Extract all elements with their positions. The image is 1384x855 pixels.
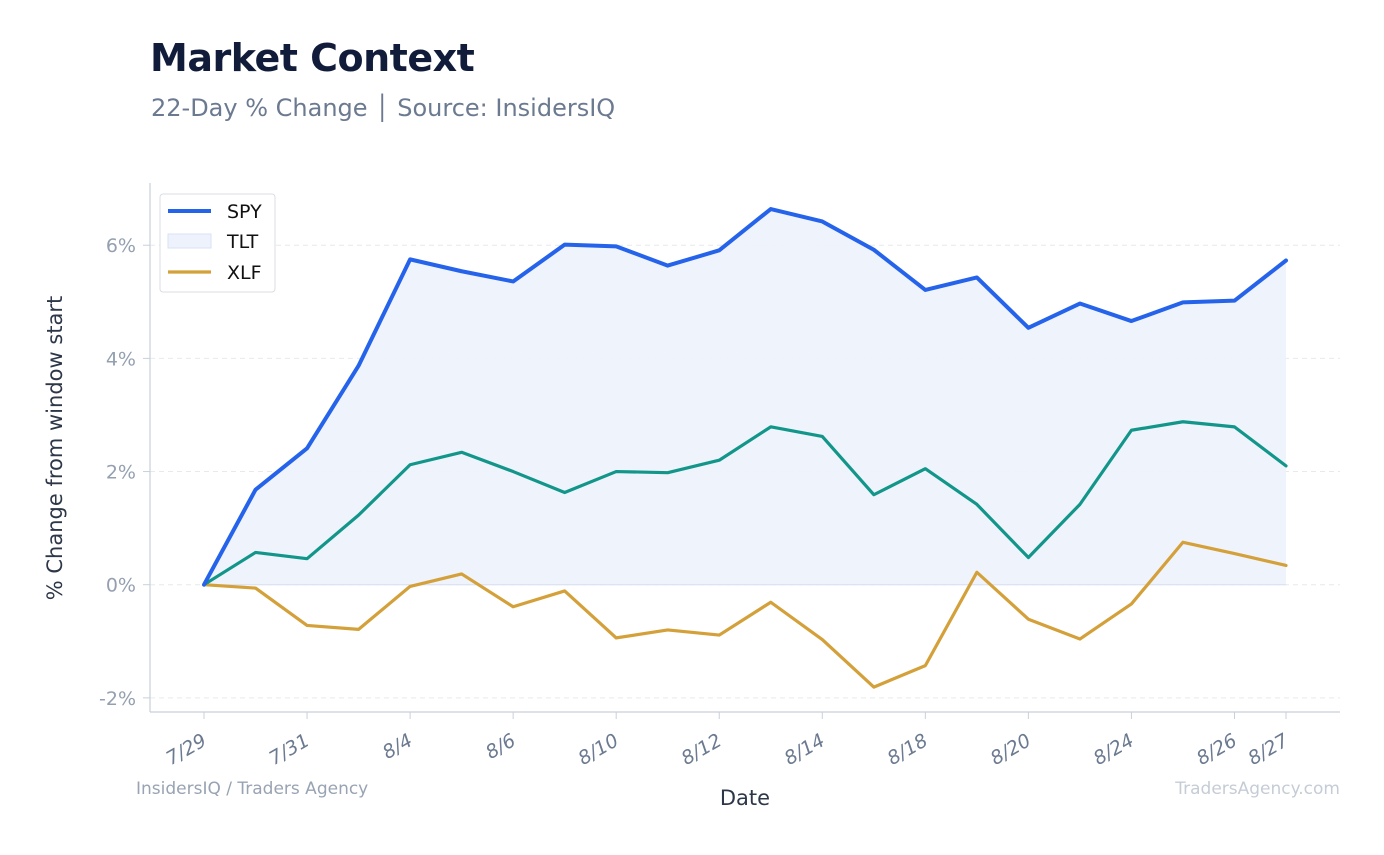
chart-subtitle: 22-Day % Change │ Source: InsidersIQ	[151, 94, 616, 122]
x-tick-label: 8/20	[987, 729, 1035, 769]
series-line-xlf	[202, 540, 1288, 689]
legend-tlt-label: TLT	[226, 231, 259, 253]
x-tick-label: 8/10	[575, 729, 623, 769]
x-tick-label: 7/31	[265, 729, 313, 769]
axes	[143, 183, 1340, 719]
area-fill	[204, 209, 1286, 586]
y-tick-label: -2%	[99, 688, 136, 710]
x-axis-title: Date	[720, 786, 770, 810]
footer-watermark: TradersAgency.com	[1175, 779, 1340, 799]
y-axis-title: % Change from window start	[43, 296, 67, 601]
y-tick-label: 2%	[106, 462, 136, 484]
legend-tlt-swatch	[167, 233, 212, 249]
spy-area-fill	[204, 209, 1286, 585]
series-lines	[202, 207, 1288, 689]
y-tick-label: 0%	[106, 575, 136, 597]
legend-box	[159, 193, 276, 293]
x-tick-label: 8/12	[678, 729, 726, 769]
x-tick-label: 8/6	[482, 729, 519, 763]
x-tick-label: 8/14	[781, 729, 829, 769]
chart-title: Market Context	[150, 36, 475, 80]
legend: SPY TLT XLF	[159, 193, 276, 293]
series-line-spy	[202, 207, 1288, 587]
x-tick-label: 8/27	[1244, 729, 1292, 769]
x-tick-label: 8/26	[1193, 729, 1241, 769]
x-tick-label: 8/18	[884, 729, 932, 769]
footer-credit: InsidersIQ / Traders Agency	[136, 779, 369, 799]
x-tick-label: 8/4	[379, 729, 416, 763]
series-line-tlt	[202, 420, 1288, 587]
legend-xlf-label: XLF	[227, 262, 262, 284]
y-tick-label: 6%	[106, 235, 136, 257]
x-tick-label: 8/24	[1090, 729, 1138, 769]
y-tick-label: 4%	[106, 348, 136, 370]
legend-spy-label: SPY	[227, 201, 262, 223]
x-tick-label: 7/29	[162, 729, 210, 769]
